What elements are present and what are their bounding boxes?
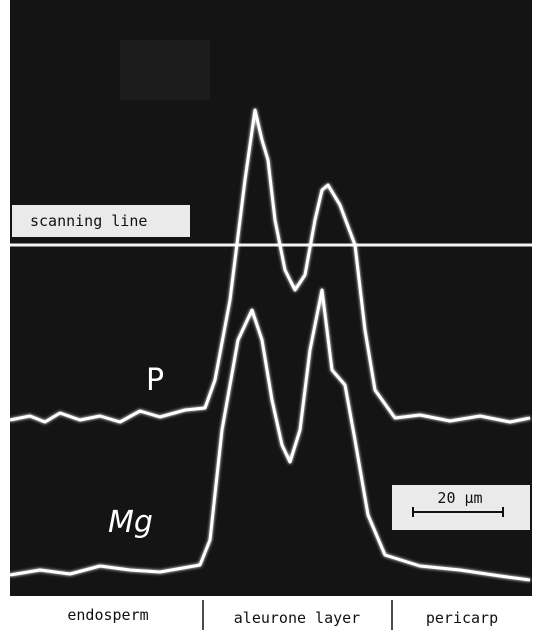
region-label: pericarp xyxy=(426,609,498,627)
region-label: aleurone layer xyxy=(234,609,360,627)
scale-label: 20 µm xyxy=(437,489,482,507)
figure: scanning line P Mg 20 µm endosperm aleur… xyxy=(0,0,541,633)
region-label: endosperm xyxy=(67,606,148,624)
background-texture xyxy=(120,40,210,100)
mg-label: Mg xyxy=(108,505,153,540)
p-label: P xyxy=(146,363,164,398)
scanning-line-label: scanning line xyxy=(30,212,147,230)
